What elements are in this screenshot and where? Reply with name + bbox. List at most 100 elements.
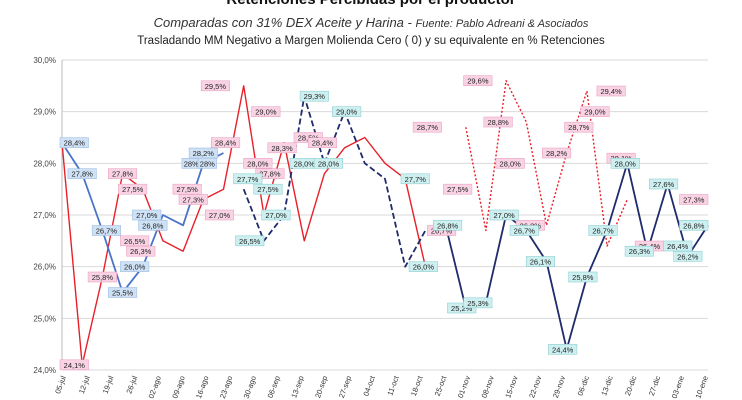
data-label: 27,5% <box>177 185 199 194</box>
data-label-box <box>483 116 513 128</box>
data-label-box <box>400 173 430 185</box>
data-label: 29,0% <box>255 108 277 117</box>
data-label-box <box>59 359 89 371</box>
data-label-box <box>332 106 362 117</box>
data-label-box <box>251 106 281 117</box>
x-tick-label: 26-jul <box>124 374 139 395</box>
data-label: 27,5% <box>257 185 279 194</box>
data-label: 26,5% <box>239 237 261 246</box>
data-label: 25,8% <box>92 273 114 282</box>
x-tick-label: 01-nov <box>456 374 472 399</box>
data-label: 29,5% <box>205 82 227 91</box>
data-label-box <box>126 245 156 257</box>
x-tick-label: 19-jul <box>101 374 116 395</box>
data-label: 25,8% <box>572 273 594 282</box>
x-tick-label: 08-nov <box>480 374 496 399</box>
data-label: 26,0% <box>413 263 435 272</box>
chart-note: Trasladando MM Negativo a Margen Moliend… <box>137 35 605 47</box>
data-label: 25,3% <box>467 299 489 308</box>
y-tick-label: 28,0% <box>33 159 56 168</box>
data-label: 26,5% <box>124 237 146 246</box>
data-label: 28,2% <box>546 149 568 158</box>
data-label-box <box>679 194 709 205</box>
data-label: 27,5% <box>122 185 144 194</box>
data-label-box <box>489 209 519 221</box>
data-label-box <box>463 297 493 309</box>
data-label: 28,8% <box>487 118 509 127</box>
series-line-4 <box>242 95 427 268</box>
data-label: 24,1% <box>64 361 86 370</box>
data-label-box <box>188 147 218 159</box>
y-tick-label: 25,0% <box>33 314 56 323</box>
x-tick-label: 12-jul <box>77 374 92 395</box>
x-tick-label: 22-nov <box>527 374 543 399</box>
x-tick-label: 06-dic <box>576 374 592 397</box>
x-tick-label: 03-ene <box>670 375 686 400</box>
y-tick-label: 30,0% <box>33 56 56 65</box>
x-tick-label: 27-sep <box>337 375 353 400</box>
x-tick-label: 10-ene <box>693 375 709 400</box>
data-label: 26,2% <box>677 252 699 261</box>
data-label: 26,8% <box>437 221 459 230</box>
data-label-box <box>172 183 202 195</box>
data-label-box <box>67 168 97 179</box>
x-tick-label: 02-ago <box>147 375 163 400</box>
data-label: 26,7% <box>96 227 118 236</box>
data-label-box <box>596 85 626 97</box>
x-tick-label: 20-sep <box>313 375 329 400</box>
data-label-box <box>432 220 463 231</box>
data-label-box <box>463 75 493 86</box>
data-label-box <box>412 121 442 133</box>
data-label-box <box>211 137 241 148</box>
data-label-box <box>91 225 121 236</box>
data-label: 26,8% <box>142 221 164 230</box>
data-label: 26,3% <box>629 247 651 256</box>
x-tick-label: 25-oct <box>433 374 449 398</box>
data-label-box <box>120 261 150 273</box>
data-label: 28,0% <box>615 159 637 168</box>
data-label-box <box>495 158 525 169</box>
data-label: 29,0% <box>336 108 358 117</box>
data-label: 27,8% <box>112 170 134 179</box>
x-tick-label: 06-sep <box>266 375 282 400</box>
data-label-box <box>568 271 598 283</box>
data-label-box <box>267 142 297 154</box>
data-label-box <box>197 158 218 169</box>
data-label: 24,4% <box>552 345 574 354</box>
data-label: 29,4% <box>600 87 622 96</box>
data-label: 26,4% <box>667 242 689 251</box>
data-label: 29,6% <box>467 77 489 86</box>
chart-title: Retenciones Percibidas por el productor <box>0 0 742 8</box>
data-label: 26,7% <box>431 227 453 236</box>
data-label: 27,8% <box>259 170 281 179</box>
data-label-box <box>648 178 679 190</box>
series-line-5 <box>444 162 709 351</box>
data-label-box <box>443 183 473 195</box>
x-tick-label: 27-dic <box>647 374 663 397</box>
source-text: Fuente: Pablo Adreani & Asociados <box>415 18 589 30</box>
y-tick-label: 29,0% <box>33 108 56 117</box>
data-label: 27,0% <box>493 211 515 220</box>
data-label-box <box>261 209 291 221</box>
data-label: 28,4% <box>312 139 334 148</box>
data-label: 28% <box>184 159 199 168</box>
x-tick-label: 13-dic <box>599 374 615 397</box>
data-label-box <box>564 121 594 133</box>
data-label: 27,6% <box>653 180 675 189</box>
data-label: 28,2% <box>193 149 215 158</box>
data-label-box <box>408 261 438 273</box>
data-label: 27,3% <box>683 196 705 205</box>
data-label: 28,4% <box>215 139 237 148</box>
data-label: 29,3% <box>304 92 326 101</box>
data-label-box <box>200 80 230 92</box>
data-label-box <box>138 220 168 231</box>
data-label: 28,0% <box>500 159 522 168</box>
data-label-box <box>307 137 338 148</box>
data-label-box <box>610 158 640 169</box>
data-label-box <box>253 183 283 195</box>
data-label: 27,8% <box>72 170 94 179</box>
y-tick-label: 27,0% <box>33 211 56 220</box>
data-label-box <box>204 209 234 221</box>
series-line-2 <box>465 80 628 247</box>
data-label-box <box>243 158 273 169</box>
